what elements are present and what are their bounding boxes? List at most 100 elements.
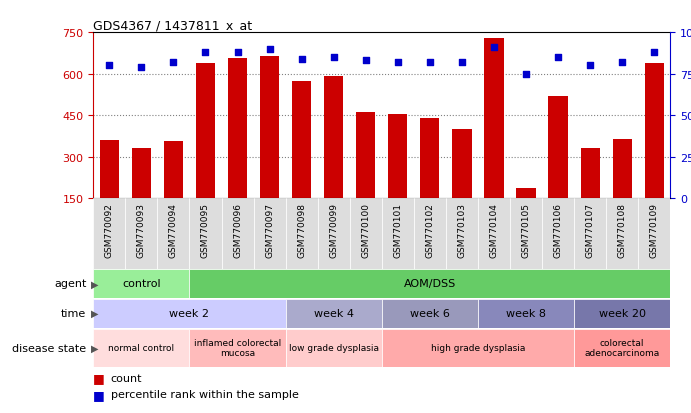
Bar: [350, 199, 381, 269]
Point: [424, 59, 435, 66]
Point: [489, 45, 500, 51]
Text: colorectal
adenocarcinoma: colorectal adenocarcinoma: [585, 338, 660, 358]
Bar: [260, 57, 279, 240]
Point: [296, 56, 307, 63]
Point: [328, 55, 339, 61]
Point: [264, 46, 275, 53]
Bar: [228, 59, 247, 240]
Text: GSM770100: GSM770100: [361, 202, 370, 257]
Point: [200, 50, 211, 56]
Point: [168, 59, 179, 66]
Bar: [478, 299, 574, 328]
Bar: [285, 299, 381, 328]
Bar: [478, 199, 510, 269]
Text: percentile rank within the sample: percentile rank within the sample: [111, 389, 299, 399]
Point: [616, 59, 627, 66]
Bar: [189, 329, 285, 367]
Text: GSM770108: GSM770108: [618, 202, 627, 257]
Text: normal control: normal control: [108, 344, 174, 352]
Bar: [356, 113, 375, 240]
Bar: [285, 199, 318, 269]
Bar: [318, 199, 350, 269]
Bar: [285, 329, 381, 367]
Text: GSM770094: GSM770094: [169, 202, 178, 257]
Text: GSM770109: GSM770109: [650, 202, 659, 257]
Text: GSM770095: GSM770095: [201, 202, 210, 257]
Text: GSM770092: GSM770092: [105, 202, 114, 257]
Point: [104, 63, 115, 69]
Bar: [381, 299, 478, 328]
Text: week 20: week 20: [598, 309, 645, 318]
Point: [392, 59, 404, 66]
Text: AOM/DSS: AOM/DSS: [404, 279, 456, 289]
Text: week 8: week 8: [506, 309, 546, 318]
Text: week 2: week 2: [169, 309, 209, 318]
Text: ■: ■: [93, 388, 105, 401]
Bar: [254, 199, 285, 269]
Text: disease state: disease state: [12, 343, 86, 353]
Text: GSM770107: GSM770107: [586, 202, 595, 257]
Text: ▶: ▶: [91, 279, 99, 289]
Bar: [612, 139, 632, 240]
Text: GSM770098: GSM770098: [297, 202, 306, 257]
Bar: [453, 130, 471, 240]
Bar: [574, 329, 670, 367]
Point: [553, 55, 564, 61]
Bar: [93, 269, 189, 298]
Bar: [516, 189, 536, 240]
Point: [649, 50, 660, 56]
Text: count: count: [111, 373, 142, 383]
Bar: [381, 329, 574, 367]
Bar: [93, 299, 285, 328]
Text: GDS4367 / 1437811_x_at: GDS4367 / 1437811_x_at: [93, 19, 252, 32]
Bar: [93, 199, 125, 269]
Text: GSM770103: GSM770103: [457, 202, 466, 257]
Bar: [645, 64, 664, 240]
Bar: [196, 64, 215, 240]
Point: [585, 63, 596, 69]
Text: GSM770096: GSM770096: [233, 202, 242, 257]
Bar: [606, 199, 638, 269]
Bar: [158, 199, 189, 269]
Bar: [93, 329, 189, 367]
Text: ■: ■: [93, 371, 105, 385]
Bar: [542, 199, 574, 269]
Text: GSM770102: GSM770102: [426, 202, 435, 257]
Point: [136, 64, 147, 71]
Bar: [324, 77, 343, 240]
Text: GSM770106: GSM770106: [553, 202, 562, 257]
Point: [232, 50, 243, 56]
Point: [360, 58, 371, 64]
Bar: [446, 199, 478, 269]
Bar: [189, 199, 222, 269]
Bar: [222, 199, 254, 269]
Bar: [574, 299, 670, 328]
Bar: [414, 199, 446, 269]
Text: high grade dysplasia: high grade dysplasia: [430, 344, 525, 352]
Bar: [574, 199, 606, 269]
Text: week 6: week 6: [410, 309, 450, 318]
Bar: [292, 81, 311, 240]
Bar: [164, 142, 183, 240]
Bar: [189, 269, 670, 298]
Bar: [381, 199, 414, 269]
Bar: [638, 199, 670, 269]
Bar: [510, 199, 542, 269]
Bar: [580, 149, 600, 240]
Text: low grade dysplasia: low grade dysplasia: [289, 344, 379, 352]
Text: GSM770101: GSM770101: [393, 202, 402, 257]
Bar: [420, 119, 439, 240]
Point: [520, 71, 531, 78]
Text: GSM770093: GSM770093: [137, 202, 146, 257]
Bar: [484, 38, 504, 240]
Text: inflamed colorectal
mucosa: inflamed colorectal mucosa: [194, 338, 281, 358]
Text: ▶: ▶: [91, 343, 99, 353]
Text: agent: agent: [54, 279, 86, 289]
Text: GSM770097: GSM770097: [265, 202, 274, 257]
Text: GSM770099: GSM770099: [329, 202, 338, 257]
Bar: [125, 199, 158, 269]
Point: [456, 59, 467, 66]
Bar: [132, 149, 151, 240]
Bar: [388, 114, 408, 240]
Bar: [100, 141, 119, 240]
